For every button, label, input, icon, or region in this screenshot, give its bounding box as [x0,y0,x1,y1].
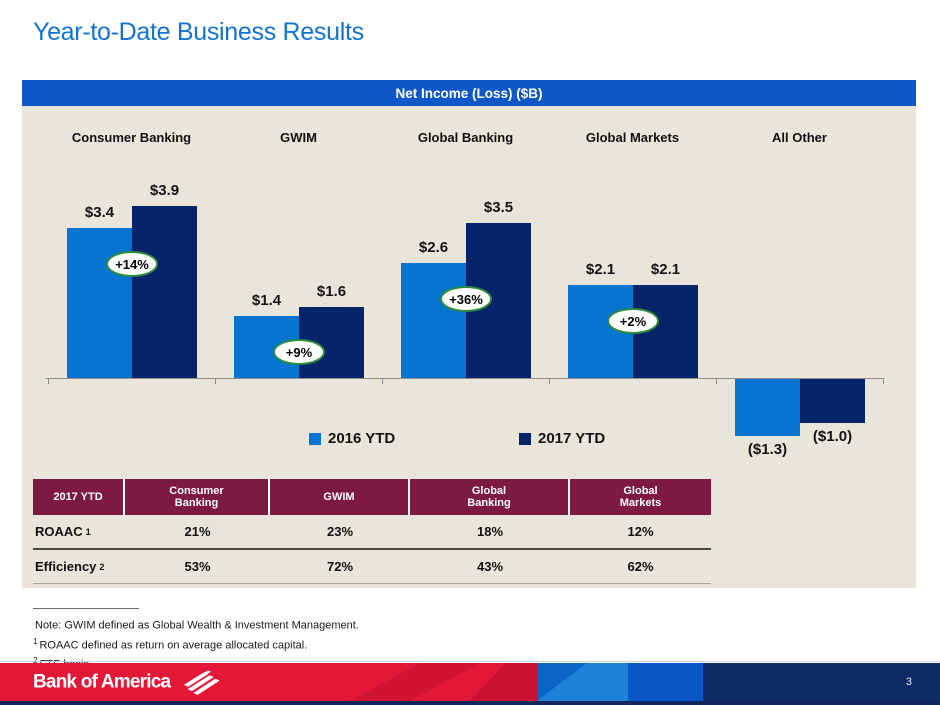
footer-band: Bank of America 3 [0,663,940,701]
bar-value-label: $1.6 [316,283,347,300]
row-label-roaac: ROAAC 1 [35,524,91,539]
footnote-line: Note: GWIM defined as Global Wealth & In… [35,619,359,632]
category-label: Global Banking [417,130,514,145]
category-label: Consumer Banking [71,130,192,145]
table-header-gwim: GWIM [270,479,410,515]
table-header-global-markets: Global Markets [570,479,711,515]
growth-badge: +36% [440,286,492,312]
legend-label-2017: 2017 YTD [538,430,606,447]
table-value: 43% [476,559,504,574]
logo-text: Bank of America [33,671,171,692]
bar-value-label: $2.1 [650,261,681,278]
row-label-efficiency: Efficiency 2 [35,559,105,574]
x-axis-tick [382,378,383,384]
growth-badge: +14% [106,251,158,277]
category-label: Global Markets [585,130,680,145]
category-label: GWIM [280,130,317,145]
footnote-divider [33,608,139,609]
chart-area: Consumer Banking $3.4 $3.9 +14% GWIM $1.4 $1.6… [22,106,916,588]
page-title: Year-to-Date Business Results [33,18,364,46]
bar-value-label: $3.9 [149,182,180,199]
x-axis-tick [549,378,550,384]
page-number: 3 [905,676,912,688]
legend-swatch-2017 [519,432,531,445]
footer: Bank of America 3 [0,661,940,705]
bar-value-label: $3.4 [84,204,115,221]
bar-value-label: ($1.0) [812,428,853,445]
table-value: 23% [326,524,354,539]
x-axis-tick [48,378,49,384]
table-value: 72% [326,559,354,574]
metrics-table: 2017 YTD Consumer Banking GWIM Global Ba… [33,479,711,584]
bar-2016-ytd [401,263,466,378]
legend-swatch-2016 [309,432,321,445]
table-bottom-border [33,583,711,584]
chart-title-bar: Net Income (Loss) ($B) [22,80,916,106]
bar-2016-ytd [735,379,800,436]
x-axis-tick [883,378,884,384]
table-row-efficiency: Efficiency 2 53% 72% 43% 62% [33,550,711,583]
footer-blue-segment-1 [537,663,628,701]
bar-value-label: ($1.3) [747,441,788,458]
growth-badge: +2% [607,308,659,334]
table-separator [33,548,711,550]
x-axis-line [46,378,884,379]
footnote-line: 1 ROAAC defined as return on average allo… [33,636,308,652]
category-label: All Other [772,130,827,145]
table-header-consumer-banking: Consumer Banking [125,479,270,515]
footer-bottom-strip [0,701,940,705]
bar-2017-ytd [132,206,197,378]
bar-value-label: $2.1 [585,261,616,278]
table-value: 62% [627,559,654,574]
legend-label-2016: 2016 YTD [328,430,396,447]
legend-item-2017: 2017 YTD [519,430,605,447]
bar-value-label: $1.4 [251,292,282,309]
content-panel: Net Income (Loss) ($B) Consumer Banking $… [22,80,916,588]
plot-area: Consumer Banking $3.4 $3.9 +14% GWIM $1.4 $1.6… [22,106,916,588]
legend-item-2016: 2016 YTD [309,430,395,447]
footer-red-accent [350,663,480,701]
footer-red-segment: Bank of America [0,663,537,701]
bar-2016-ytd [67,228,132,378]
table-value: 53% [184,559,211,574]
table-value: 21% [184,524,211,539]
growth-badge: +9% [273,339,325,365]
footer-blue-accent [537,663,628,701]
footer-blue-segment-2 [628,663,703,701]
bar-2017-ytd [800,379,865,423]
footer-navy-segment: 3 [703,663,940,701]
table-row-roaac: ROAAC 1 21% 23% 18% 12% [33,515,711,548]
table-header-row: 2017 YTD Consumer Banking GWIM Global Ba… [33,479,711,515]
table-header-global-banking: Global Banking [410,479,570,515]
footer-top-line [0,661,940,662]
x-axis-tick [716,378,717,384]
bar-value-label: $3.5 [483,199,514,216]
x-axis-tick [215,378,216,384]
bank-of-america-logo: Bank of America [33,669,222,696]
bar-value-label: $2.6 [418,239,449,256]
table-value: 12% [627,524,654,539]
bofa-flag-icon [183,670,220,695]
table-header-ytd: 2017 YTD [33,479,125,515]
table-value: 18% [476,524,504,539]
